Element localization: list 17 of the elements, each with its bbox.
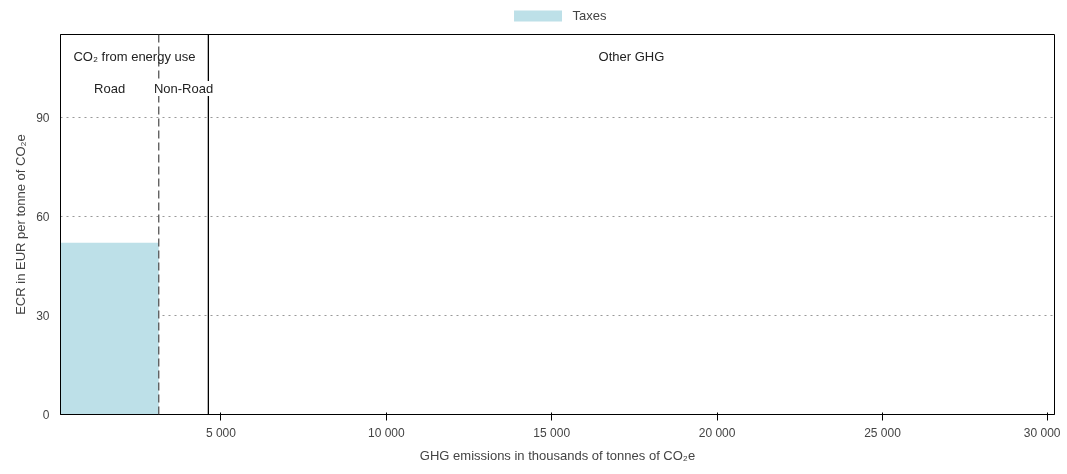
x-tick-label: 15 000 — [533, 425, 571, 440]
x-tick-label: 30 000 — [1023, 425, 1061, 440]
y-tick-label: 60 — [36, 209, 50, 224]
y-tick-label: 0 — [42, 408, 50, 422]
legend-label: Taxes — [572, 7, 607, 23]
annotation: Other GHG — [598, 49, 665, 64]
x-tick-label: 20 000 — [698, 425, 736, 440]
x-tick-label: 10 000 — [367, 425, 405, 440]
annotation: Road — [94, 81, 126, 96]
x-tick-label: 5 000 — [205, 425, 237, 440]
x-axis-title: GHG emissions in thousands of tonnes of CO₂e — [419, 447, 696, 463]
y-axis-title: ECR in EUR per tonne of CO₂e — [13, 134, 29, 315]
x-tick-label: 25 000 — [864, 425, 902, 440]
annotation: CO₂ from energy use — [73, 49, 196, 64]
y-tick-label: 90 — [36, 110, 50, 125]
y-tick-label: 30 — [36, 308, 50, 323]
annotation: Non-Road — [153, 81, 214, 96]
